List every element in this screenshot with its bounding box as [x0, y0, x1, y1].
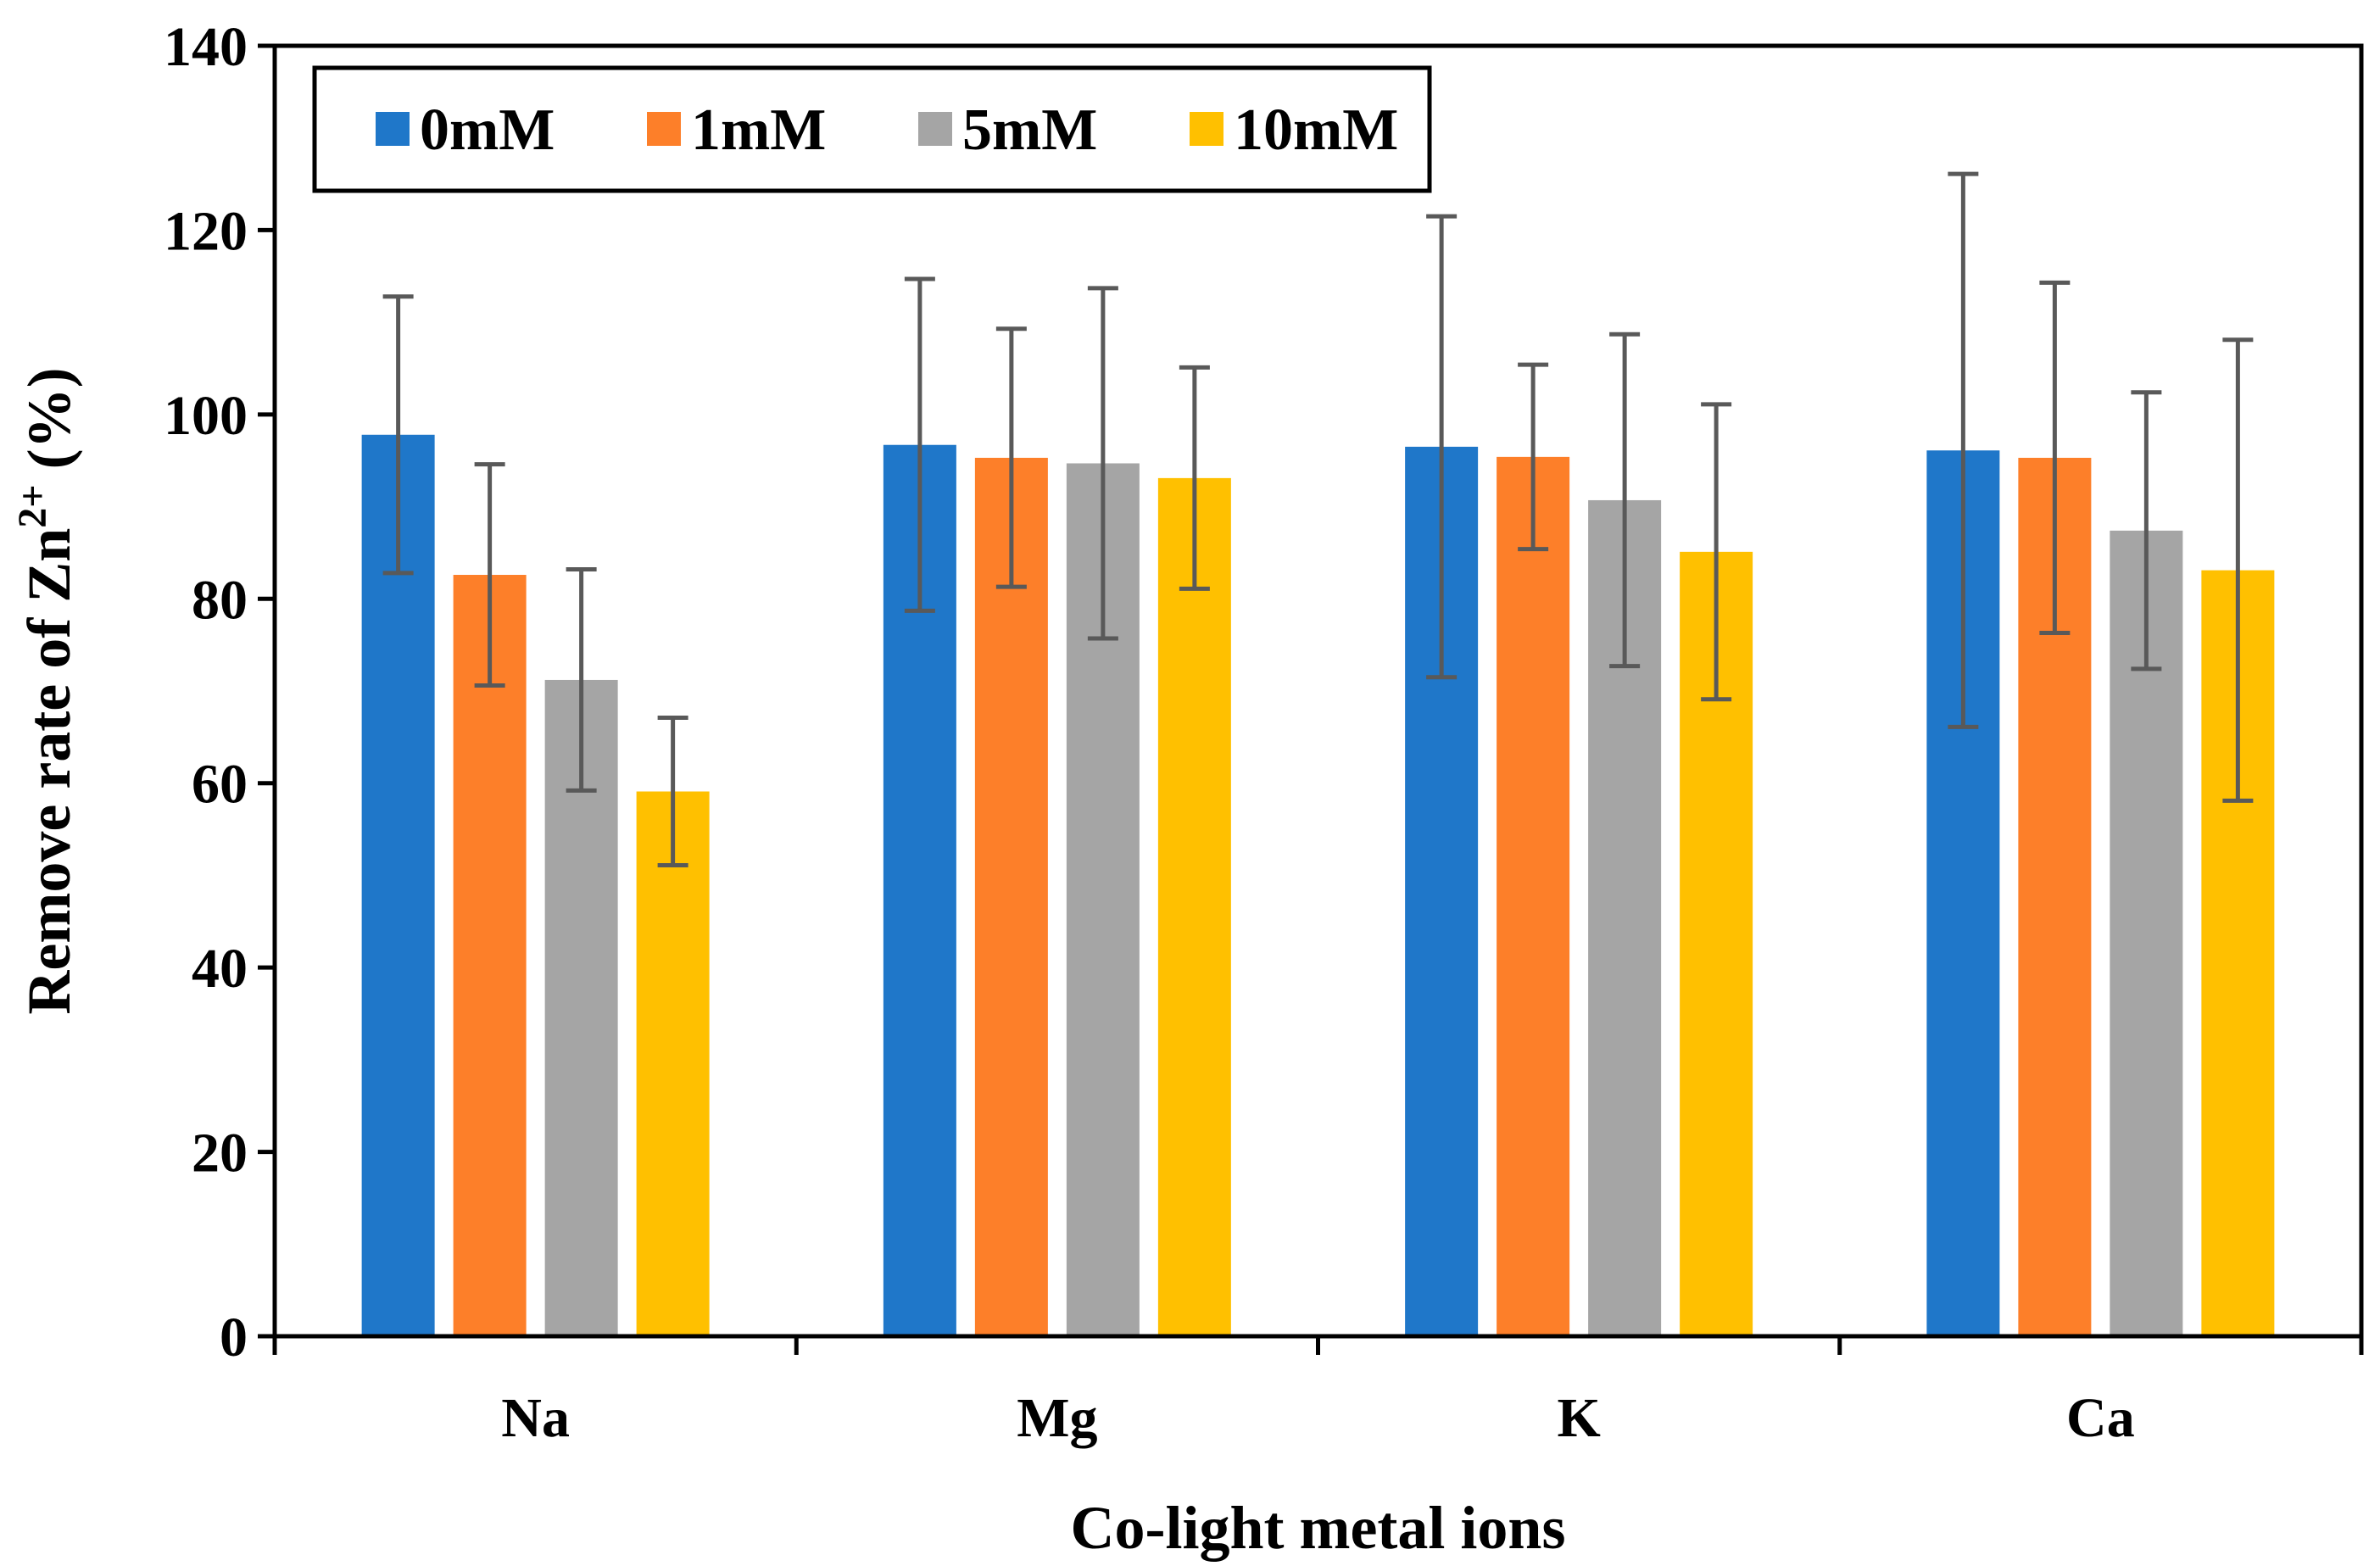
y-tick-label-100: 100	[164, 385, 248, 447]
y-axis-title-tail: (%)	[15, 367, 83, 484]
legend: 0mM 1mM 5mM 10mM	[312, 65, 1432, 193]
legend-swatch-10mM	[1190, 112, 1223, 146]
error-bar-1mM-Ca	[2039, 280, 2071, 636]
y-axis-title-main: Remove rate of Zn	[15, 528, 83, 1015]
bar-10mM-Na	[636, 791, 710, 1336]
bar-10mM-Mg	[1157, 477, 1231, 1336]
error-bar-10mM-Ca	[2222, 337, 2254, 803]
error-bar-5mM-Ca	[2131, 390, 2162, 672]
y-tick-label-40: 40	[192, 938, 248, 1000]
legend-swatch-5mM	[918, 112, 952, 146]
legend-label-5mM: 5mM	[962, 98, 1097, 163]
bar-1mM-K	[1497, 456, 1570, 1336]
error-bar-10mM-Mg	[1179, 365, 1210, 591]
error-bar-5mM-Mg	[1087, 286, 1118, 641]
y-tick-label-140: 140	[164, 16, 248, 78]
y-tick-label-0: 0	[220, 1307, 248, 1368]
error-bar-1mM-K	[1518, 362, 1549, 552]
axes-layer: 0 20 40 60 80 100 120 140 Na Mg K Ca	[164, 16, 2364, 1449]
y-tick-label-20: 20	[192, 1123, 248, 1184]
error-bar-1mM-Na	[474, 462, 505, 688]
x-tick-label-Mg: Mg	[1017, 1387, 1097, 1449]
x-tick-label-Na: Na	[501, 1387, 570, 1449]
legend-label-0mM: 0mM	[420, 98, 555, 163]
legend-swatch-1mM	[647, 112, 681, 146]
x-tick-label-K: K	[1557, 1387, 1600, 1449]
error-bar-1mM-Mg	[995, 326, 1027, 589]
bar-0mM-Na	[361, 434, 435, 1336]
error-bars-layer	[382, 171, 2254, 867]
legend-label-1mM: 1mM	[691, 98, 826, 163]
legend-swatch-0mM	[376, 112, 410, 146]
bars-layer	[361, 434, 2275, 1336]
legend-label-10mM: 10mM	[1234, 98, 1398, 163]
y-tick-label-60: 60	[192, 754, 248, 816]
legend-box	[312, 65, 1432, 193]
error-bar-0mM-Ca	[1948, 171, 1979, 729]
error-bar-10mM-Na	[657, 716, 688, 867]
x-tick-label-Ca: Ca	[2066, 1387, 2135, 1449]
y-axis-title: Remove rate of Zn2+ (%)	[10, 367, 83, 1014]
y-tick-label-120: 120	[164, 200, 248, 262]
x-axis-title: Co-light metal ions	[1071, 1494, 1566, 1562]
error-bar-5mM-Na	[566, 566, 597, 793]
error-bar-0mM-K	[1426, 214, 1458, 680]
error-bar-10mM-K	[1701, 402, 1732, 702]
y-axis-title-superscript: 2+	[10, 484, 55, 527]
bar-1mM-Na	[453, 575, 527, 1336]
error-bar-5mM-K	[1609, 332, 1641, 669]
bar-1mM-Mg	[974, 457, 1048, 1336]
error-bar-0mM-Na	[382, 294, 414, 576]
error-bar-0mM-Mg	[904, 276, 935, 613]
y-tick-label-80: 80	[192, 569, 248, 631]
